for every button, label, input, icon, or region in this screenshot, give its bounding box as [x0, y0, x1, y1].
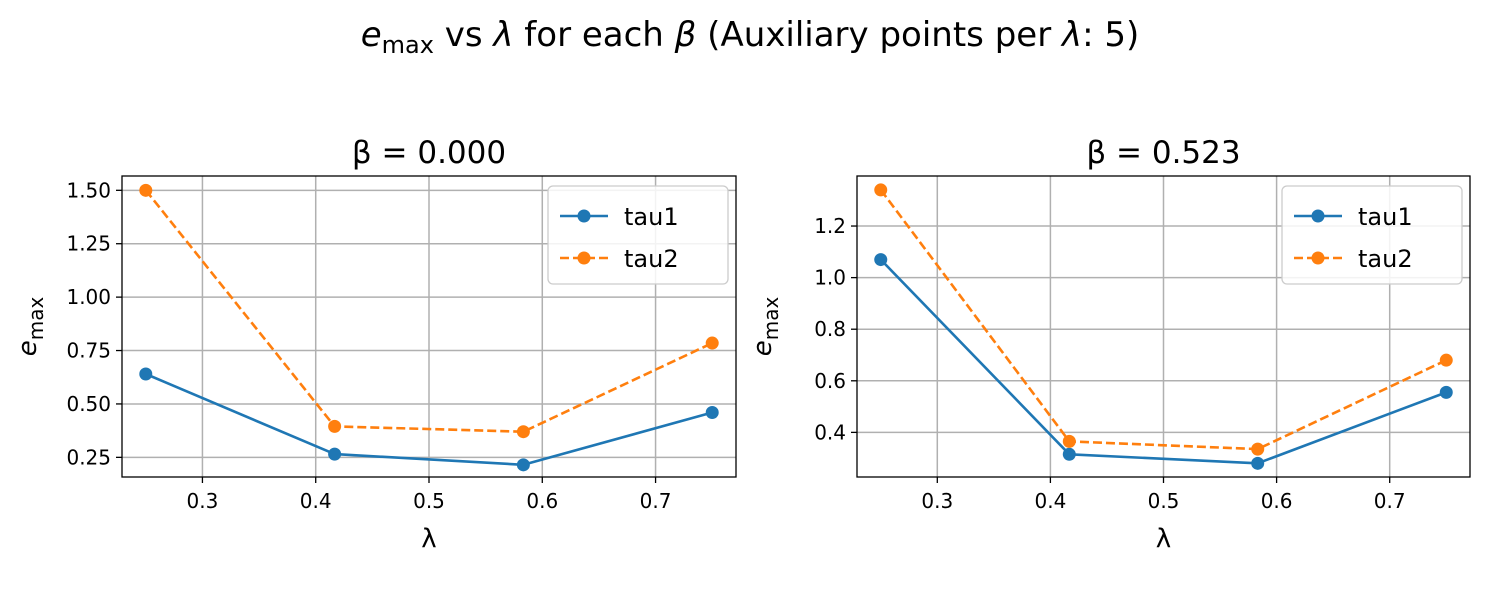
legend-marker-tau2 — [1311, 251, 1325, 265]
y-tick-label: 0.6 — [814, 369, 846, 393]
data-point-tau2 — [1439, 353, 1453, 367]
y-axis-label-subscript: max — [24, 297, 48, 341]
y-tick-label: 1.00 — [66, 285, 111, 309]
data-point-tau2 — [328, 419, 342, 433]
x-tick-label: 0.6 — [1261, 489, 1293, 513]
y-tick-label: 0.75 — [66, 339, 111, 363]
x-tick-label: 0.3 — [187, 489, 219, 513]
x-tick-label: 0.7 — [640, 489, 672, 513]
data-point-tau1 — [874, 253, 888, 267]
data-point-tau1 — [1251, 456, 1265, 470]
legend-marker-tau1 — [577, 209, 591, 223]
data-point-tau1 — [1439, 385, 1453, 399]
y-axis-label: emax — [748, 297, 783, 357]
data-point-tau1 — [705, 405, 719, 419]
y-axis-label: emax — [13, 297, 48, 357]
legend-label-tau1: tau1 — [1358, 203, 1413, 231]
y-tick-label: 1.0 — [814, 266, 846, 290]
y-axis-label-subscript: max — [759, 297, 783, 341]
series-line-tau2 — [144, 189, 713, 434]
legend-marker-tau1 — [1311, 209, 1325, 223]
figure-suptitle: emax vs λ for each β (Auxiliary points p… — [361, 15, 1140, 59]
suptitle-paren-start: (Auxiliary points per — [696, 15, 1062, 55]
suptitle-e-subscript: max — [382, 31, 434, 59]
subplot-beta-1: 0.3 0.4 0.5 0.6 0.7 0.4 0.6 0.8 1.0 1.2 β = 0.523 λ… — [748, 135, 1471, 554]
legend-box — [1281, 185, 1463, 285]
y-tick-label: 1.50 — [66, 178, 111, 202]
legend-label-tau2: tau2 — [1358, 245, 1413, 273]
suptitle-beta-symbol: β — [674, 15, 697, 55]
x-tick-label: 0.4 — [300, 489, 332, 513]
data-point-tau2 — [139, 183, 153, 197]
y-tick-label: 0.50 — [66, 392, 111, 416]
y-tick-label: 0.25 — [66, 445, 111, 469]
y-tick-label: 0.8 — [814, 317, 846, 341]
data-point-tau1 — [328, 447, 342, 461]
subplot-beta-0: 0.3 0.4 0.5 0.6 0.7 0.25 0.50 0.75 1.00 1.25 1.50 β… — [13, 135, 737, 554]
y-tick-label: 1.25 — [66, 232, 111, 256]
y-tick-label: 0.4 — [814, 420, 846, 444]
x-axis-label: λ — [1156, 524, 1171, 554]
data-point-tau1 — [139, 367, 153, 381]
series-line-tau2 — [879, 189, 1447, 451]
series-line-tau1 — [145, 372, 713, 467]
y-tick-label: 1.2 — [814, 214, 846, 238]
x-tick-label: 0.7 — [1374, 489, 1406, 513]
y-axis-label-symbol: e — [13, 340, 43, 356]
legend-label-tau1: tau1 — [624, 203, 679, 231]
suptitle-lambda-symbol: λ — [491, 15, 513, 55]
legend-box — [547, 185, 729, 285]
data-point-tau1 — [1062, 447, 1076, 461]
y-axis-label-symbol: e — [748, 340, 778, 356]
data-point-tau2 — [874, 183, 888, 197]
suptitle-vs-text: vs — [434, 15, 493, 55]
x-tick-label: 0.4 — [1034, 489, 1066, 513]
x-tick-label: 0.5 — [1148, 489, 1180, 513]
suptitle-lambda-symbol-2: λ — [1060, 15, 1082, 55]
subplot-title: β = 0.523 — [1086, 135, 1240, 171]
x-tick-label: 0.6 — [526, 489, 558, 513]
data-point-tau2 — [1251, 442, 1265, 456]
suptitle-for-each-text: for each — [514, 15, 675, 55]
suptitle-e-symbol: e — [361, 15, 382, 55]
legend-label-tau2: tau2 — [624, 245, 679, 273]
x-tick-label: 0.3 — [921, 489, 953, 513]
subplot-title: β = 0.000 — [352, 135, 506, 171]
legend-marker-tau2 — [577, 251, 591, 265]
data-point-tau2 — [1062, 434, 1076, 448]
suptitle-paren-end: : 5) — [1082, 15, 1139, 55]
data-point-tau2 — [516, 425, 530, 439]
x-axis-label: λ — [421, 524, 436, 554]
series-line-tau1 — [879, 258, 1447, 465]
x-tick-label: 0.5 — [413, 489, 445, 513]
data-point-tau2 — [705, 336, 719, 350]
data-point-tau1 — [516, 458, 530, 472]
